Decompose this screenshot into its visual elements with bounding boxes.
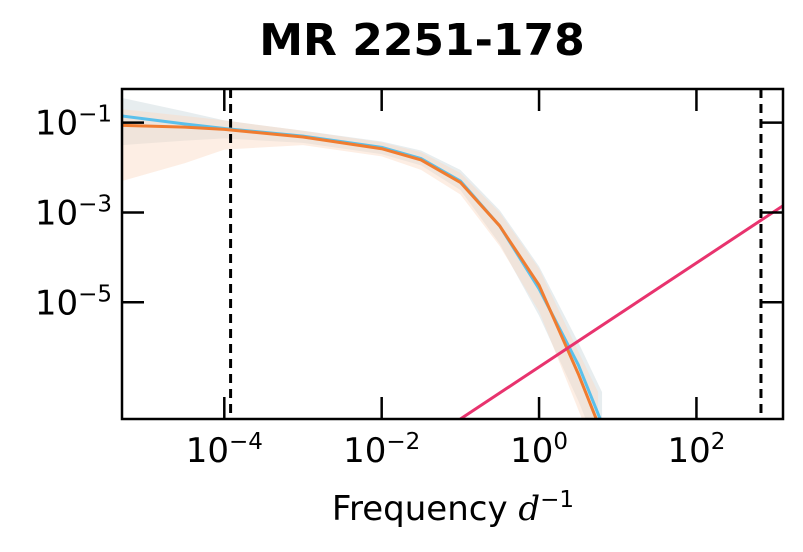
y-tick-label: 10−3 (35, 191, 112, 233)
chart-title: MR 2251-178 (259, 15, 585, 66)
x-tick-label: 10−2 (343, 429, 420, 471)
y-tick-label: 10−1 (35, 102, 112, 144)
noise-level-line (459, 204, 783, 419)
x-tick-label: 100 (510, 429, 568, 471)
psd-model-blue-band (122, 97, 603, 419)
x-tick-label: 10−4 (186, 429, 263, 471)
psd-model-orange-band (122, 109, 599, 419)
plot-area (122, 89, 783, 419)
x-tick-label: 102 (667, 429, 725, 471)
x-axis-label: Frequency d−1 (332, 487, 574, 529)
plot-frame (120, 87, 785, 421)
psd-model-orange-line (122, 123, 598, 419)
y-tick-label: 10−5 (35, 281, 112, 323)
